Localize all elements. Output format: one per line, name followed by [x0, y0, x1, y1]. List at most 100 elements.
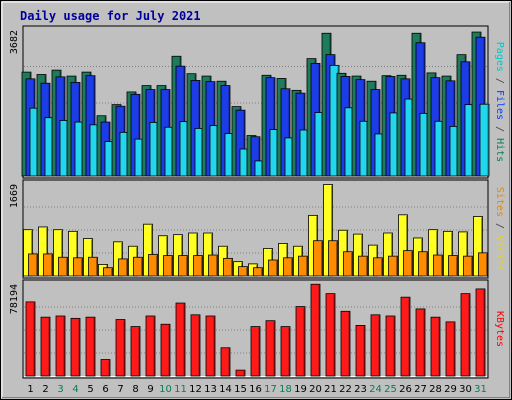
bar-kbytes-day-12: [190, 314, 201, 377]
legend-text-hits-3: /: [494, 120, 505, 138]
panel-side-legend-visits: Sites / Visits: [494, 187, 505, 271]
bar-visits-day-4: [68, 230, 78, 277]
bar-kbytes-day-11: [175, 302, 186, 377]
legend-text-hits-1: /: [494, 72, 505, 90]
bar-kbytes-day-5: [85, 316, 96, 377]
bar-visits-day-31: [473, 216, 483, 277]
bar-sites-day-5: [88, 256, 98, 277]
x-tick-label-day-6: 6: [102, 384, 108, 395]
x-tick-label-day-3: 3: [57, 384, 63, 395]
chart-title: Daily usage for July 2021: [20, 9, 201, 23]
bar-sites-day-20: [313, 240, 323, 277]
bar-visits-day-30: [458, 231, 468, 277]
bar-sites-day-11: [178, 255, 188, 277]
x-tick-label-day-24: 24: [369, 384, 382, 395]
bar-kbytes-day-10: [160, 323, 171, 377]
bar-kbytes-day-16: [250, 326, 261, 377]
x-tick-label-day-26: 26: [399, 384, 412, 395]
panel-max-label-kbytes: 78194: [9, 284, 20, 314]
bar-visits-day-26: [398, 214, 408, 277]
bar-kbytes-day-25: [385, 315, 396, 377]
x-tick-label-day-29: 29: [444, 384, 457, 395]
x-tick-label-day-16: 16: [249, 384, 262, 395]
x-tick-label-day-7: 7: [117, 384, 123, 395]
bar-kbytes-day-21: [325, 293, 336, 377]
x-tick-label-day-5: 5: [87, 384, 93, 395]
bar-kbytes-day-13: [205, 315, 216, 377]
bar-visits-day-25: [383, 232, 393, 277]
x-tick-label-day-4: 4: [72, 384, 78, 395]
panel-side-legend-kbytes: KBytes: [494, 311, 505, 347]
x-tick-label-day-17: 17: [264, 384, 277, 395]
bar-sites-day-10: [163, 255, 173, 277]
bar-sites-day-25: [388, 255, 398, 277]
bar-visits-day-21: [323, 184, 333, 277]
legend-text-hits-4: Hits: [494, 138, 505, 162]
bar-kbytes-day-15: [235, 369, 246, 377]
bar-visits-day-12: [188, 232, 198, 277]
bar-kbytes-day-18: [280, 326, 291, 377]
x-tick-label-day-13: 13: [204, 384, 217, 395]
x-tick-label-day-20: 20: [309, 384, 322, 395]
legend-text-visits-2: Visits: [494, 235, 505, 271]
bar-kbytes-day-22: [340, 310, 351, 377]
x-tick-label-day-18: 18: [279, 384, 292, 395]
bar-kbytes-day-6: [100, 359, 111, 377]
x-tick-label-day-19: 19: [294, 384, 307, 395]
x-tick-label-day-8: 8: [132, 384, 138, 395]
bar-kbytes-day-20: [310, 283, 321, 377]
bar-sites-day-26: [403, 250, 413, 277]
x-tick-label-day-2: 2: [42, 384, 48, 395]
x-tick-label-day-30: 30: [459, 384, 472, 395]
panel-max-label-hits: 3682: [9, 30, 20, 54]
x-tick-label-day-15: 15: [234, 384, 247, 395]
bar-sites-day-7: [118, 258, 128, 277]
x-tick-label-day-1: 1: [27, 384, 33, 395]
x-tick-label-day-21: 21: [324, 384, 337, 395]
bar-sites-day-31: [478, 252, 488, 277]
bar-sites-day-24: [373, 257, 383, 277]
bar-sites-day-28: [433, 254, 443, 277]
bar-sites-day-17: [268, 259, 278, 277]
x-tick-label-day-25: 25: [384, 384, 397, 395]
bar-kbytes-day-14: [220, 347, 231, 377]
bar-visits-day-29: [443, 230, 453, 277]
bar-sites-day-2: [43, 253, 53, 277]
bar-sites-day-29: [448, 255, 458, 277]
bars-hits: [21, 31, 490, 177]
bar-sites-day-13: [208, 254, 218, 277]
legend-text-hits-0: Pages: [494, 42, 505, 72]
x-tick-label-day-22: 22: [339, 384, 352, 395]
bar-kbytes-day-19: [295, 306, 306, 377]
legend-text-kbytes-0: KBytes: [494, 311, 505, 347]
bars-visits: [23, 184, 488, 277]
bar-visits-day-3: [53, 229, 63, 277]
x-tick-label-day-28: 28: [429, 384, 442, 395]
bar-kbytes-day-3: [55, 315, 66, 377]
bar-kbytes-day-29: [445, 321, 456, 377]
bar-visits-day-13: [203, 232, 213, 277]
panel-visits: 1669 Sites / Visits: [9, 179, 505, 279]
bar-kbytes-day-4: [70, 317, 81, 377]
bar-sites-day-19: [298, 255, 308, 277]
bar-sites-day-3: [58, 256, 68, 277]
legend-text-hits-2: Files: [494, 90, 505, 120]
bar-sites-day-16: [253, 267, 263, 277]
bar-kbytes-day-1: [25, 301, 36, 377]
bar-sites-day-15: [238, 266, 248, 277]
panel-side-legend-hits: Pages / Files / Hits: [494, 42, 505, 162]
x-tick-label-day-11: 11: [174, 384, 187, 395]
bar-kbytes-day-27: [415, 308, 426, 377]
legend-text-visits-0: Sites: [494, 187, 505, 217]
bars-kbytes: [25, 283, 486, 377]
bar-kbytes-day-2: [40, 316, 51, 377]
bar-sites-day-27: [418, 251, 428, 277]
x-tick-label-day-27: 27: [414, 384, 427, 395]
bar-sites-day-14: [223, 257, 233, 277]
bar-visits-day-9: [143, 223, 153, 277]
bar-kbytes-day-9: [145, 315, 156, 377]
panel-kbytes: 78194 KBytes: [9, 279, 505, 379]
bar-sites-day-9: [148, 254, 158, 277]
bar-kbytes-day-30: [460, 293, 471, 377]
